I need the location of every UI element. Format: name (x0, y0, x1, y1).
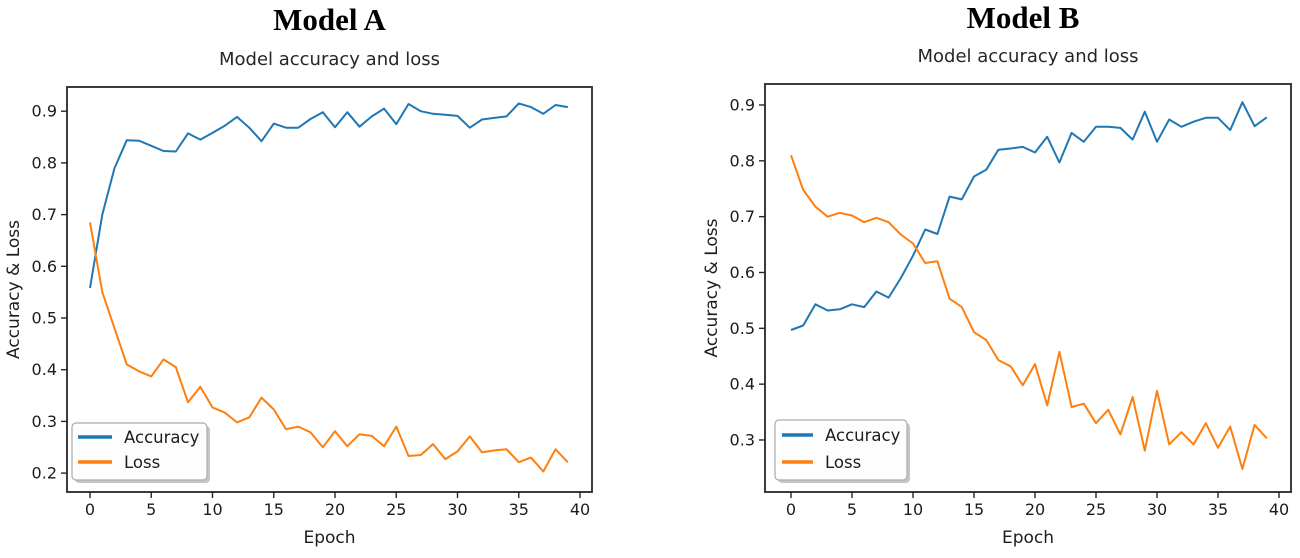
y-axis-label: Accuracy & Loss (4, 220, 24, 359)
loss-line (790, 154, 1268, 470)
legend-loss-label: Loss (825, 453, 861, 472)
model-b-chart: 0 5 10 15 20 25 30 35 40 0.3 0.4 0.5 0.6 0.7 0.8 0.9 Epo… (702, 83, 1292, 548)
x-tick-label: 5 (146, 500, 156, 519)
y-tick-label: 0.6 (32, 257, 57, 276)
x-tick-label: 20 (1025, 500, 1045, 519)
y-tick-label: 0.3 (730, 430, 755, 449)
y-tick-label: 0.3 (32, 412, 57, 431)
x-axis-label: Epoch (303, 528, 355, 548)
model-a-suptitle: Model A (273, 2, 386, 37)
x-tick-label: 0 (786, 500, 796, 519)
accuracy-line (790, 101, 1268, 331)
x-tick-label: 15 (264, 500, 284, 519)
y-axis-label: Accuracy & Loss (702, 218, 722, 357)
model-b-suptitle: Model B (966, 0, 1080, 35)
y-tick-label: 0.6 (730, 263, 755, 282)
x-tick-label: 15 (964, 500, 984, 519)
legend-accuracy-label: Accuracy (825, 426, 901, 445)
model-a-axes-title: Model accuracy and loss (218, 49, 441, 70)
x-tick-label: 35 (1208, 500, 1228, 519)
x-tick-label: 30 (1147, 500, 1167, 519)
legend-accuracy-label: Accuracy (124, 428, 200, 447)
legend-loss-label: Loss (124, 453, 160, 472)
loss-line (89, 222, 569, 473)
x-tick-label: 10 (903, 500, 923, 519)
plot-border (66, 86, 593, 493)
model-b-axes-title: Model accuracy and loss (917, 46, 1139, 67)
y-tick-label: 0.4 (32, 360, 57, 379)
plot-border (764, 83, 1292, 493)
y-tick-label: 0.9 (32, 102, 57, 121)
y-tick-label: 0.9 (730, 96, 755, 115)
y-tick-label: 0.7 (730, 207, 755, 226)
x-tick-label: 10 (202, 500, 222, 519)
x-axis-label: Epoch (1002, 528, 1054, 548)
y-tick-label: 0.2 (32, 464, 57, 483)
x-tick-label: 35 (509, 500, 529, 519)
x-tick-label: 25 (386, 500, 406, 519)
x-tick-label: 20 (325, 500, 345, 519)
y-tick-label: 0.5 (32, 309, 57, 328)
y-tick-label: 0.7 (32, 205, 57, 224)
accuracy-line (89, 102, 568, 289)
model-a-chart: 0 5 10 15 20 25 30 35 40 0.2 0.3 0.4 0.5 0.6 0.7 0.8 0.9… (4, 86, 593, 548)
x-tick-label: 0 (85, 500, 95, 519)
x-tick-label: 40 (1269, 500, 1289, 519)
x-tick-label: 5 (847, 500, 857, 519)
y-tick-label: 0.8 (730, 151, 755, 170)
x-tick-label: 30 (447, 500, 467, 519)
x-tick-label: 40 (570, 500, 590, 519)
x-tick-label: 25 (1086, 500, 1106, 519)
y-tick-label: 0.5 (730, 319, 755, 338)
y-tick-label: 0.4 (730, 375, 755, 394)
y-tick-label: 0.8 (32, 153, 57, 172)
